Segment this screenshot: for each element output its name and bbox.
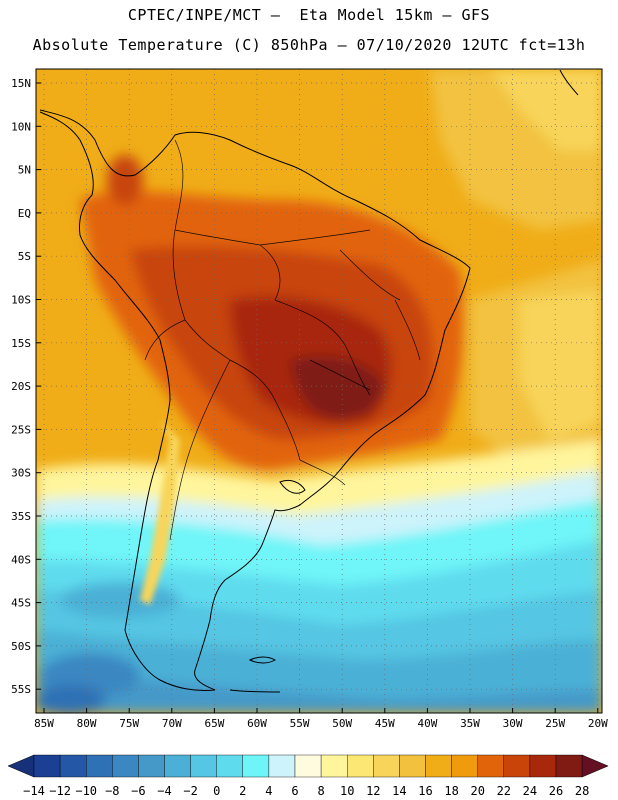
chart-title-line2: Absolute Temperature (C) 850hPa — 07/10/…	[32, 36, 586, 54]
lon-tick-label: 85W	[34, 717, 54, 730]
lon-tick-label: 80W	[77, 717, 97, 730]
coastlines	[39, 69, 579, 693]
lat-tick-label: 20S	[11, 380, 31, 393]
lat-tick-label: 50S	[11, 640, 31, 653]
colorbar-swatch	[59, 754, 87, 778]
colorbar-label: 6	[291, 784, 298, 798]
lat-tick-label: EQ	[18, 207, 31, 220]
colorbar-swatch	[347, 754, 374, 778]
colorbar-label: 8	[317, 784, 324, 798]
lat-tick-label: 5S	[18, 250, 31, 263]
colorbar-label: 26	[549, 784, 563, 798]
lon-tick-label: 40W	[417, 717, 437, 730]
colorbar-swatch	[555, 754, 583, 778]
lon-tick-label: 20W	[588, 717, 608, 730]
colorbar-label: −4	[157, 784, 171, 798]
colorbar-swatch	[216, 754, 243, 778]
colorbar-swatch	[242, 754, 270, 778]
colorbar-swatch	[320, 754, 348, 778]
colorbar-swatch	[503, 754, 531, 778]
colorbar-left-arrow	[7, 754, 35, 778]
colorbar-label: −12	[49, 784, 71, 798]
colorbar-swatch	[529, 754, 557, 778]
lat-tick-label: 10N	[11, 120, 31, 133]
lon-tick-label: 75W	[119, 717, 139, 730]
colorbar-label: 4	[265, 784, 272, 798]
colorbar-label: −2	[183, 784, 197, 798]
lat-tick-label: 45S	[11, 597, 31, 610]
colorbar-swatch	[477, 754, 505, 778]
colorbar-right-arrow	[581, 754, 609, 778]
lon-tick-label: 60W	[247, 717, 267, 730]
lon-tick-label: 45W	[375, 717, 395, 730]
lat-tick-label: 15N	[11, 77, 31, 90]
colorbar-label: 2	[239, 784, 246, 798]
colorbar-swatch	[268, 754, 296, 778]
lat-tick-label: 35S	[11, 510, 31, 523]
longitude-axis: 85W 80W 75W 70W 65W 60W 55W 50W 45W 40W 35W 30W 25W 2…	[34, 708, 608, 730]
colorbar-label: 14	[392, 784, 406, 798]
colorbar: −14 −12 −10 −8 −6 −4 −2 0 2 4 6 8 10 12 14 16 18 20 22 24 26…	[7, 754, 609, 798]
lon-tick-label: 25W	[545, 717, 565, 730]
lat-tick-label: 15S	[11, 337, 31, 350]
country-borders	[144, 139, 421, 541]
colorbar-label: 0	[213, 784, 220, 798]
lat-tick-label: 55S	[11, 683, 31, 696]
colorbar-swatch	[399, 754, 426, 778]
colorbar-swatch	[164, 754, 191, 778]
lat-tick-label: 10S	[11, 294, 31, 307]
colorbar-swatch	[112, 754, 139, 778]
lat-tick-label: 40S	[11, 553, 31, 566]
colorbar-label: 24	[523, 784, 537, 798]
lon-tick-label: 70W	[162, 717, 182, 730]
lon-tick-label: 55W	[290, 717, 310, 730]
lon-tick-label: 50W	[332, 717, 352, 730]
temperature-field	[36, 69, 602, 713]
colorbar-label: −10	[75, 784, 97, 798]
colorbar-label: −14	[23, 784, 45, 798]
colorbar-swatch	[425, 754, 452, 778]
colorbar-label: 20	[470, 784, 484, 798]
colorbar-swatch	[373, 754, 400, 778]
colorbar-swatch	[190, 754, 217, 778]
lat-tick-label: 25S	[11, 423, 31, 436]
lon-tick-label: 65W	[204, 717, 224, 730]
latitude-axis: 15N 10N 5N EQ 5S 10S 15S 20S 25S 30S 35S 40S 45S 50S 5…	[11, 77, 41, 696]
colorbar-label: 22	[497, 784, 511, 798]
colorbar-label: 18	[444, 784, 458, 798]
colorbar-label: 16	[418, 784, 432, 798]
lon-tick-label: 30W	[503, 717, 523, 730]
colorbar-swatch	[451, 754, 478, 778]
colorbar-swatch	[138, 754, 165, 778]
colorbar-label: −8	[105, 784, 119, 798]
lat-tick-label: 30S	[11, 467, 31, 480]
lat-tick-label: 5N	[18, 164, 31, 177]
lon-tick-label: 35W	[460, 717, 480, 730]
colorbar-label: 10	[340, 784, 354, 798]
plot-frame	[35, 68, 603, 714]
colorbar-label: −6	[131, 784, 145, 798]
colorbar-swatch	[294, 754, 322, 778]
colorbar-swatch	[85, 754, 113, 778]
colorbar-label: 28	[575, 784, 589, 798]
colorbar-label: 12	[366, 784, 380, 798]
colorbar-swatch	[33, 754, 61, 778]
chart-title-line1: CPTEC/INPE/MCT — Eta Model 15km — GFS	[127, 6, 491, 24]
